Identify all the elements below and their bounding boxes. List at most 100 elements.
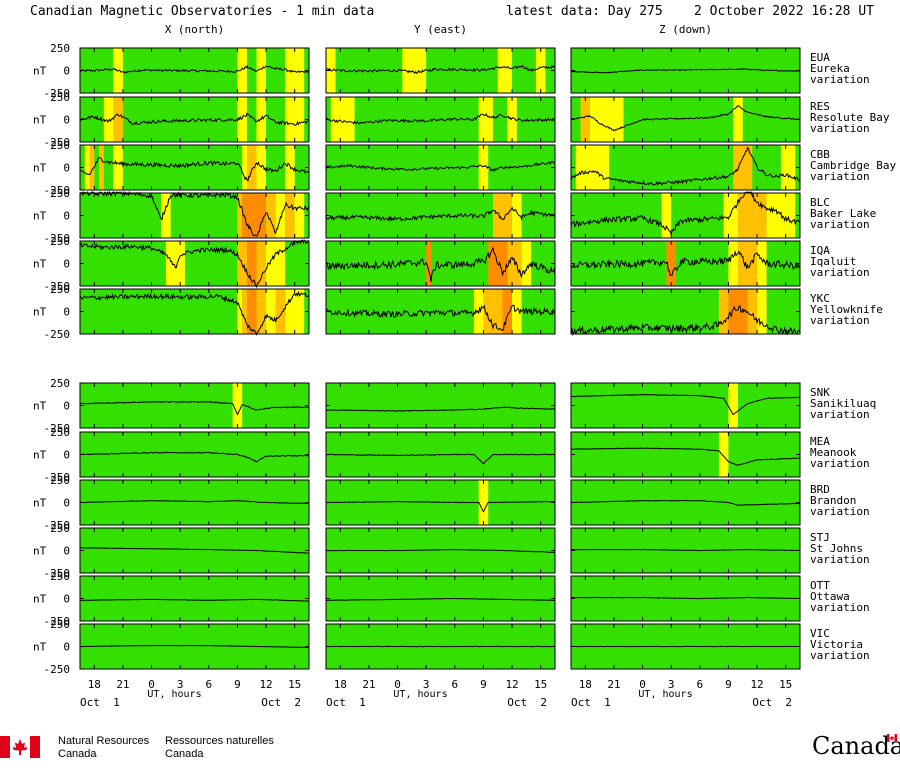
activity-band xyxy=(666,241,676,286)
station-name: St Johns xyxy=(810,542,863,555)
y-tick-label: -250 xyxy=(44,567,71,580)
date-right: Oct 2 xyxy=(507,696,547,709)
column-header: Y (east) xyxy=(414,23,467,36)
activity-band xyxy=(237,289,243,334)
activity-band xyxy=(512,193,522,238)
activity-band xyxy=(89,145,95,190)
activity-band xyxy=(728,383,738,428)
y-tick-label: 250 xyxy=(50,187,70,200)
activity-band xyxy=(535,48,546,93)
x-tick-label: 3 xyxy=(177,678,184,691)
trace-line xyxy=(80,547,310,554)
y-tick-label: -250 xyxy=(44,422,71,435)
y-tick-label: -250 xyxy=(44,663,71,676)
x-tick-label: 3 xyxy=(668,678,675,691)
activity-band xyxy=(103,97,114,142)
activity-band xyxy=(728,289,748,334)
x-tick-label: 0 xyxy=(639,678,646,691)
date-left: Oct 1 xyxy=(326,696,366,709)
trace-line xyxy=(79,451,310,463)
x-tick-label: 6 xyxy=(206,678,213,691)
latest-data-label: latest data: Day 275 2 October 2022 16:2… xyxy=(506,4,874,19)
y-unit-label: nT xyxy=(33,65,47,78)
trace-line xyxy=(570,146,801,187)
y-tick-label: 250 xyxy=(50,283,70,296)
activity-band xyxy=(757,289,767,334)
station-code: STJ xyxy=(810,531,830,544)
station-name: Sanikiluaq xyxy=(810,397,876,410)
quiet-background xyxy=(571,480,800,525)
trace-line xyxy=(570,304,801,337)
y-tick-label: -250 xyxy=(44,87,71,100)
trace-line xyxy=(570,499,801,506)
x-tick-label: 0 xyxy=(394,678,401,691)
activity-band xyxy=(747,289,758,334)
trace-line xyxy=(326,453,555,465)
activity-band xyxy=(161,193,171,238)
canada-wordmark: Canada xyxy=(812,732,900,760)
y-tick-label: 0 xyxy=(63,162,70,175)
activity-band xyxy=(575,145,610,190)
trace-line xyxy=(325,548,555,553)
canada-flag-icon xyxy=(0,736,40,758)
x-tick-label: 15 xyxy=(534,678,547,691)
station-sub: variation xyxy=(810,170,870,183)
y-unit-label: nT xyxy=(33,545,47,558)
activity-band xyxy=(737,193,767,238)
y-tick-label: 0 xyxy=(63,449,70,462)
y-tick-label: 250 xyxy=(50,570,70,583)
activity-band xyxy=(285,97,305,142)
station-sub: variation xyxy=(810,601,870,614)
quiet-background xyxy=(80,383,309,428)
x-tick-label: 9 xyxy=(725,678,732,691)
y-tick-label: 250 xyxy=(50,474,70,487)
column-header: X (north) xyxy=(165,23,225,36)
column-header: Z (down) xyxy=(659,23,712,36)
y-tick-label: -250 xyxy=(44,519,71,532)
activity-band xyxy=(661,193,672,238)
station-code: VIC xyxy=(810,627,830,640)
activity-band xyxy=(266,241,286,286)
date-left: Oct 1 xyxy=(571,696,611,709)
activity-band xyxy=(285,193,295,238)
y-unit-label: nT xyxy=(33,114,47,127)
activity-band xyxy=(256,241,267,286)
activity-band xyxy=(718,432,729,477)
station-code: RES xyxy=(810,100,830,113)
x-tick-label: 15 xyxy=(288,678,301,691)
x-axis-title: UT, hours xyxy=(147,689,201,700)
trace-line xyxy=(79,400,310,416)
activity-band xyxy=(266,289,276,334)
station-sub: variation xyxy=(810,505,870,518)
trace-line xyxy=(570,548,800,552)
y-tick-label: 250 xyxy=(50,618,70,631)
quiet-background xyxy=(571,383,800,428)
y-tick-label: 250 xyxy=(50,377,70,390)
activity-band xyxy=(246,145,257,190)
x-tick-label: 18 xyxy=(88,678,101,691)
activity-band xyxy=(478,97,493,142)
y-tick-label: 250 xyxy=(50,91,70,104)
x-tick-label: 9 xyxy=(234,678,241,691)
activity-band xyxy=(478,480,489,525)
y-unit-label: nT xyxy=(33,306,47,319)
y-tick-label: 250 xyxy=(50,522,70,535)
y-unit-label: nT xyxy=(33,400,47,413)
activity-band xyxy=(521,241,532,286)
quiet-background xyxy=(80,576,309,621)
x-axis-title: UT, hours xyxy=(638,689,692,700)
activity-band xyxy=(285,289,305,334)
activity-band xyxy=(757,241,767,286)
station-sub: variation xyxy=(810,314,870,327)
y-tick-label: 0 xyxy=(63,641,70,654)
trace-line xyxy=(570,393,801,416)
y-tick-label: 0 xyxy=(63,258,70,271)
activity-band xyxy=(242,145,247,190)
footer: Natural Resources Canada Ressources natu… xyxy=(0,728,900,770)
y-unit-label: nT xyxy=(33,258,47,271)
